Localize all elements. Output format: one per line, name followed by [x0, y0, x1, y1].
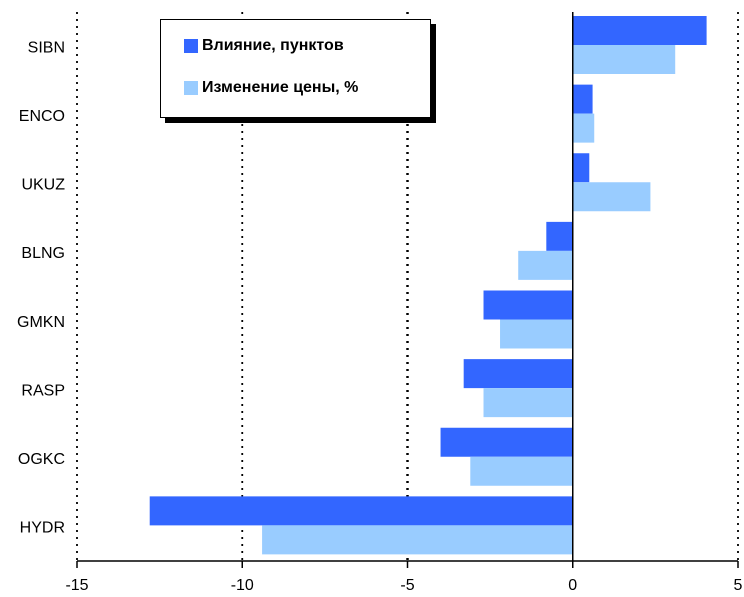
legend-swatch-price-change — [184, 81, 198, 95]
legend-label-price-change: Изменение цены, % — [202, 79, 359, 96]
category-label-sibn: SIBN — [28, 39, 65, 56]
category-label-ukuz: UKUZ — [21, 177, 65, 194]
bar-hydr-series-1 — [149, 496, 573, 526]
bar-ogkc-series-1 — [440, 427, 573, 457]
bars — [149, 16, 707, 555]
bar-enco-series-2 — [572, 113, 595, 143]
category-label-rasp: RASP — [21, 382, 65, 399]
x-tick-label-0: -15 — [65, 577, 88, 594]
bar-ogkc-series-2 — [470, 456, 573, 486]
bar-blng-series-1 — [546, 221, 573, 251]
category-label-blng: BLNG — [21, 245, 65, 262]
x-tick-label-4: 5 — [734, 577, 743, 594]
bar-ukuz-series-1 — [572, 153, 590, 183]
category-label-hydr: HYDR — [20, 520, 65, 537]
legend: Влияние, пунктов Изменение цены, % — [160, 19, 431, 118]
legend-label-impact: Влияние, пунктов — [202, 37, 344, 54]
legend-swatch-impact — [184, 39, 198, 53]
bar-sibn-series-1 — [572, 16, 707, 45]
bar-blng-series-2 — [518, 250, 573, 280]
bar-sibn-series-2 — [572, 45, 676, 74]
bar-rasp-series-2 — [483, 388, 573, 418]
x-tick-label-2: -5 — [400, 577, 414, 594]
x-tick-label-1: -10 — [231, 577, 254, 594]
x-tick-label-3: 0 — [568, 577, 577, 594]
bar-ukuz-series-2 — [572, 182, 651, 212]
category-label-gmkn: GMKN — [17, 314, 65, 331]
category-label-ogkc: OGKC — [18, 451, 65, 468]
axes — [76, 12, 739, 568]
bar-enco-series-1 — [572, 84, 593, 114]
bar-gmkn-series-1 — [483, 290, 573, 320]
category-label-enco: ENCO — [19, 108, 65, 125]
bar-gmkn-series-2 — [500, 319, 573, 349]
bar-hydr-series-2 — [262, 525, 573, 555]
bar-rasp-series-1 — [463, 359, 573, 389]
legend-item-impact: Влияние, пунктов — [184, 36, 344, 56]
legend-item-price-change: Изменение цены, % — [184, 78, 358, 98]
category-labels: SIBN ENCO UKUZ BLNG GMKN RASP OGKC HYDR — [17, 39, 65, 536]
x-tick-labels: -15 -10 -5 0 5 — [65, 577, 742, 594]
